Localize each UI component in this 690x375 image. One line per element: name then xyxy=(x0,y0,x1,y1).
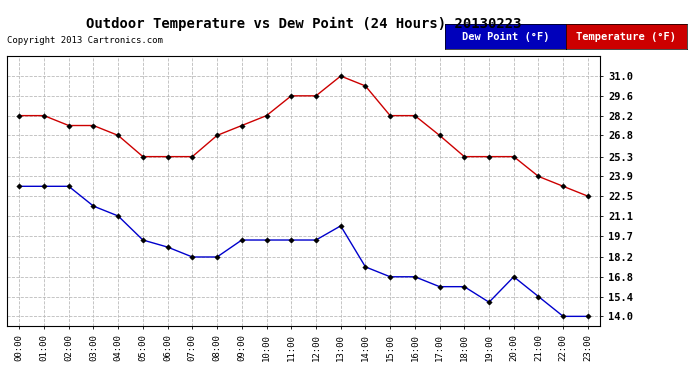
Text: Outdoor Temperature vs Dew Point (24 Hours) 20130223: Outdoor Temperature vs Dew Point (24 Hou… xyxy=(86,17,522,31)
Text: Copyright 2013 Cartronics.com: Copyright 2013 Cartronics.com xyxy=(7,36,163,45)
Text: Dew Point (°F): Dew Point (°F) xyxy=(462,32,549,42)
Text: Temperature (°F): Temperature (°F) xyxy=(576,32,676,42)
